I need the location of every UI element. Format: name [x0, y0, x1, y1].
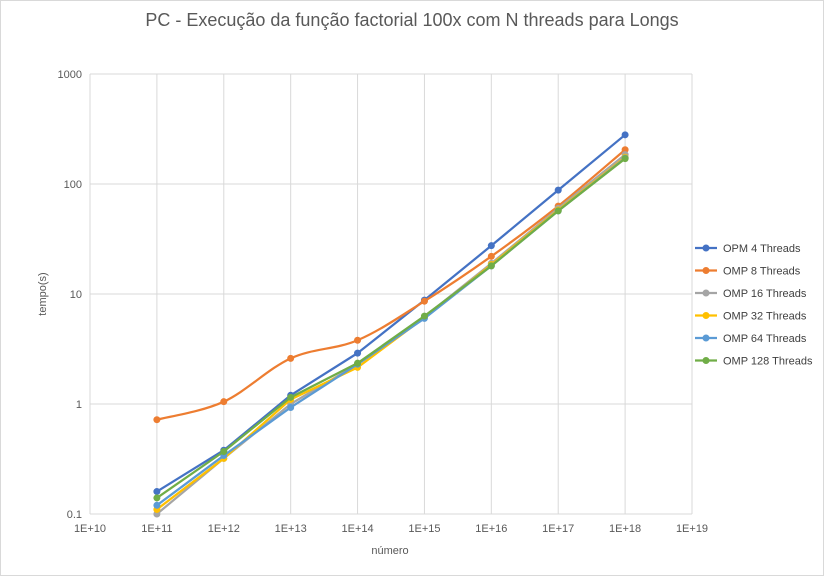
legend-marker — [702, 312, 710, 319]
legend-marker — [702, 357, 710, 364]
x-tick-label: 1E+19 — [676, 523, 708, 535]
legend-marker — [702, 289, 710, 297]
legend-marker — [702, 334, 710, 342]
legend-label: OMP 64 Threads — [723, 333, 807, 345]
series-opm-4-threads — [153, 131, 629, 496]
data-point — [153, 416, 161, 424]
data-point — [621, 146, 629, 154]
data-point — [287, 354, 295, 362]
data-point — [621, 131, 629, 139]
x-tick-label: 1E+18 — [609, 523, 641, 535]
y-tick-label: 1000 — [58, 69, 82, 81]
legend-entry: OMP 16 Threads — [695, 288, 807, 300]
x-tick-label: 1E+11 — [141, 523, 172, 535]
data-point — [621, 155, 629, 163]
x-tick-label: 1E+13 — [275, 523, 307, 535]
legend-label: OMP 16 Threads — [723, 288, 807, 300]
legend-label: OPM 4 Threads — [723, 243, 801, 255]
data-point — [554, 186, 562, 194]
x-tick-labels: 1E+10 1E+11 1E+12 1E+13 1E+14 1E+15 1E+16 1E+17… — [74, 523, 708, 535]
y-tick-label: 10 — [70, 289, 82, 301]
x-tick-label: 1E+15 — [408, 523, 440, 535]
data-point — [487, 262, 495, 270]
x-tick-label: 1E+10 — [74, 523, 106, 535]
x-tick-label: 1E+12 — [208, 523, 240, 535]
data-point — [420, 297, 428, 305]
series-layer — [153, 131, 629, 518]
legend-entry: OMP 64 Threads — [695, 333, 807, 345]
data-point — [153, 494, 161, 502]
y-tick-labels: 0.1 1 10 100 1000 — [58, 69, 82, 521]
series-line — [156, 157, 626, 499]
data-point — [220, 398, 228, 406]
data-point — [420, 312, 428, 320]
legend: OPM 4 Threads OMP 8 Threads OMP 16 Threads… — [695, 243, 813, 368]
series-omp-16-threads — [153, 151, 629, 518]
legend-entry: OMP 8 Threads — [695, 266, 801, 278]
legend-label: OMP 32 Threads — [723, 311, 807, 323]
legend-label: OMP 128 Threads — [723, 356, 813, 368]
data-point — [354, 349, 362, 357]
data-point — [554, 207, 562, 215]
y-tick-label: 0.1 — [67, 509, 82, 521]
y-tick-label: 100 — [64, 179, 82, 191]
legend-entry: OPM 4 Threads — [695, 243, 801, 255]
legend-label: OMP 8 Threads — [723, 266, 801, 278]
legend-entry: OMP 128 Threads — [695, 356, 813, 368]
chart-title: PC - Execução da função factorial 100x c… — [145, 10, 679, 30]
x-tick-label: 1E+17 — [542, 523, 574, 535]
data-point — [287, 393, 295, 401]
series-omp-128-threads — [153, 155, 629, 502]
gridlines — [89, 73, 693, 515]
data-point — [153, 501, 161, 509]
x-tick-label: 1E+14 — [341, 523, 373, 535]
data-point — [487, 252, 495, 260]
legend-marker — [702, 244, 710, 252]
series-line — [156, 133, 626, 493]
data-point — [354, 336, 362, 344]
x-tick-label: 1E+16 — [475, 523, 507, 535]
y-tick-label: 1 — [76, 399, 82, 411]
legend-marker — [702, 267, 710, 274]
data-point — [287, 403, 295, 411]
data-point — [153, 488, 161, 496]
x-axis-title: número — [371, 545, 408, 557]
data-point — [220, 447, 228, 455]
y-axis-title: tempo(s) — [37, 272, 49, 315]
data-point — [487, 242, 495, 250]
data-point — [354, 359, 362, 367]
legend-entry: OMP 32 Threads — [695, 311, 807, 323]
